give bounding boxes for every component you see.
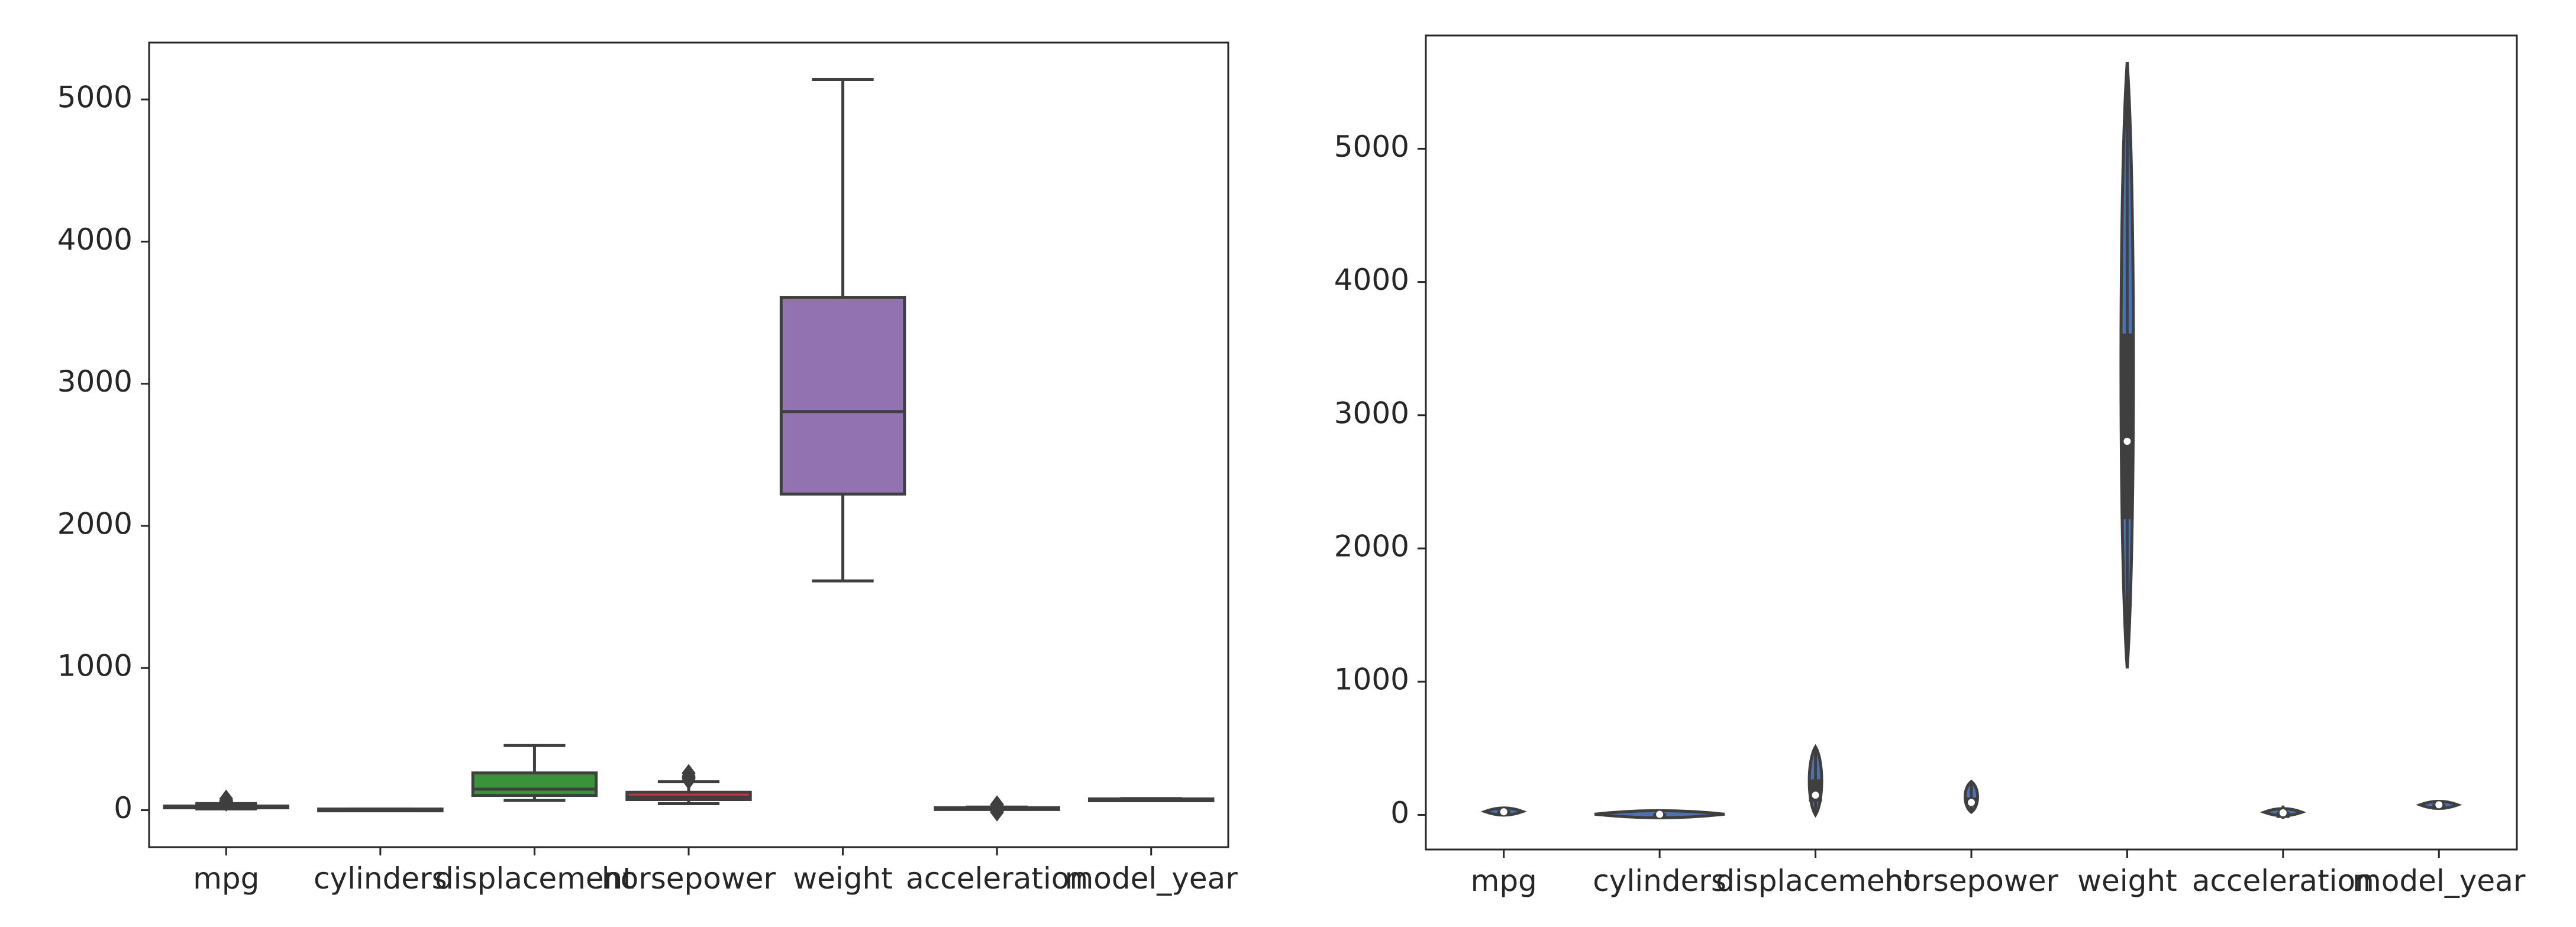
x-tick-label: acceleration (2192, 864, 2374, 898)
violin-mpg (1480, 806, 1527, 817)
box-horsepower (625, 764, 752, 805)
box-plot-panel: 0 1000 2000 3000 4000 5000 mpg cylindersdisplac… (57, 41, 1238, 896)
box-model_year (1087, 797, 1215, 803)
x-tick-label: weight (2077, 864, 2177, 898)
violin-median-point (1499, 807, 1509, 817)
box-iqr (779, 296, 906, 496)
axes-frame (1425, 34, 2518, 851)
violin-plot-panel: 0 1000 2000 3000 4000 5000 mpg cylindersdisplac… (1334, 34, 2526, 898)
y-tick-label: 0 (1390, 796, 1409, 830)
x-tick-label: model_year (2352, 864, 2526, 898)
violin-median-point (2434, 800, 2444, 810)
box-mpg (163, 789, 290, 812)
y-tick-label: 1000 (57, 649, 133, 683)
violin-iqr-bar (2120, 333, 2134, 519)
violin-horsepower (1964, 780, 1979, 815)
violin-median-point (2278, 808, 2288, 818)
x-tick-label: displacement (1716, 864, 1915, 898)
x-tick-label: cylinders (314, 861, 447, 896)
violin-median-point (1967, 797, 1976, 808)
violin-weight (2119, 62, 2135, 668)
y-tick-label: 3000 (57, 364, 133, 399)
y-tick-label: 5000 (57, 80, 133, 115)
outlier-point (682, 764, 696, 783)
x-tick-label: acceleration (906, 861, 1088, 896)
x-tick-label: weight (793, 861, 893, 896)
box-weight (779, 77, 906, 583)
x-tick-label: displacement (435, 861, 634, 896)
y-tick-label: 3000 (1334, 396, 1409, 430)
x-tick-label: mpg (193, 861, 259, 896)
x-tick-label: model_year (1065, 861, 1238, 896)
y-tick-label: 5000 (1334, 130, 1409, 164)
box-cylinders (317, 808, 444, 813)
violin-cylinders (1594, 809, 1725, 819)
axes-frame (148, 41, 1229, 848)
violin-median-point (1655, 809, 1665, 819)
box-displacement (471, 744, 598, 802)
box-iqr (471, 771, 598, 797)
outlier-point (219, 789, 234, 808)
box-acceleration (934, 795, 1060, 822)
outlier-point (990, 795, 1004, 814)
y-tick-label: 0 (114, 791, 133, 825)
x-tick-label: horsepower (602, 861, 776, 896)
y-tick-label: 4000 (1334, 263, 1409, 297)
y-tick-label: 1000 (1334, 663, 1409, 697)
x-tick-label: mpg (1471, 864, 1537, 898)
x-tick-label: cylinders (1593, 864, 1726, 898)
x-tick-label: horsepower (1884, 864, 2059, 898)
violin-model_year (2416, 800, 2462, 810)
violin-median-point (1810, 790, 1820, 800)
y-tick-label: 2000 (1334, 529, 1409, 564)
violin-displacement (1807, 744, 1823, 818)
y-tick-label: 2000 (57, 506, 133, 541)
y-tick-label: 4000 (57, 222, 133, 257)
violin-acceleration (2259, 805, 2306, 819)
violin-median-point (2122, 436, 2132, 446)
